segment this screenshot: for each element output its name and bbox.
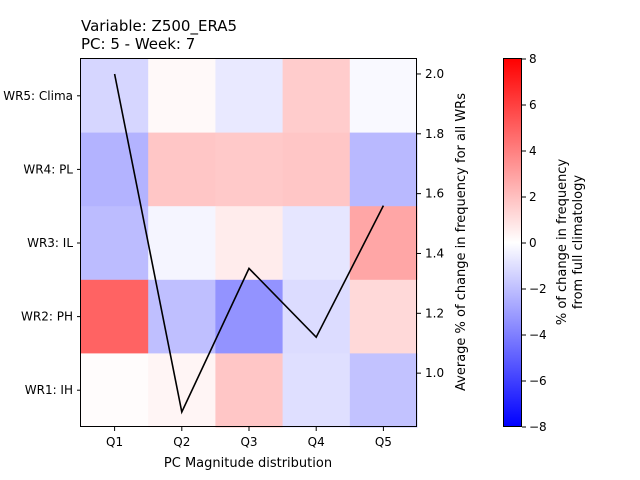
heatmap-cell bbox=[81, 279, 149, 354]
right-axis-tick-label: 2.0 bbox=[425, 67, 444, 81]
heatmap-cell bbox=[148, 353, 216, 428]
heatmap-cell bbox=[349, 59, 418, 134]
colorbar-tick-label: −8 bbox=[529, 420, 547, 434]
row-labels: WR5: Clima WR4: PL WR3: IL WR2: PH WR1: IH bbox=[3, 89, 81, 397]
heatmap-cell bbox=[148, 132, 216, 207]
x-axis-label: PC Magnitude distribution bbox=[164, 456, 332, 471]
column-labels: Q1 Q2 Q3 Q4 Q5 bbox=[106, 427, 392, 449]
right-axis-tick-label: 1.6 bbox=[425, 187, 444, 201]
colorbar-tick-label: −2 bbox=[529, 282, 547, 296]
right-axis-tick-label: 1.4 bbox=[425, 246, 444, 260]
column-label: Q3 bbox=[240, 435, 257, 449]
heatmap-cell bbox=[282, 59, 351, 134]
right-axis-tick-label: 1.2 bbox=[425, 306, 444, 320]
average-change-line bbox=[113, 73, 385, 415]
chart-title-line1: Variable: Z500_ERA5 bbox=[81, 17, 237, 36]
row-label: WR4: PL bbox=[23, 162, 73, 176]
heatmap-cell bbox=[349, 353, 418, 428]
colorbar-label-line1: % of change in frequency bbox=[555, 159, 570, 326]
heatmap-cell bbox=[81, 353, 149, 428]
right-axis-tick-label: 1.8 bbox=[425, 127, 444, 141]
heatmap-cell bbox=[349, 132, 418, 207]
column-label: Q2 bbox=[173, 435, 190, 449]
colorbar-tick-label: −6 bbox=[529, 374, 547, 388]
heatmap-cell bbox=[215, 353, 284, 428]
colorbar-ticks: 8 6 4 2 0 −2 −4 −6 −8 bbox=[522, 52, 547, 434]
heatmap-cell bbox=[215, 59, 284, 134]
heatmap-cell bbox=[282, 132, 351, 207]
column-label: Q4 bbox=[308, 435, 325, 449]
colorbar-tick-label: 8 bbox=[529, 52, 537, 66]
heatmap-cell bbox=[349, 206, 418, 281]
row-label: WR2: PH bbox=[21, 310, 73, 324]
heatmap-cell bbox=[148, 279, 216, 354]
column-label: Q5 bbox=[375, 435, 392, 449]
right-axis-tick-label: 1.0 bbox=[425, 366, 444, 380]
colorbar-tick-label: 0 bbox=[529, 236, 537, 250]
heatmap-cell bbox=[81, 206, 149, 281]
colorbar-tick-label: 2 bbox=[529, 190, 537, 204]
colorbar-tick-label: 6 bbox=[529, 98, 537, 112]
row-label: WR3: IL bbox=[27, 236, 73, 250]
heatmap-cell bbox=[282, 206, 351, 281]
heatmap-cell bbox=[282, 353, 351, 428]
colorbar bbox=[503, 58, 522, 427]
colorbar-tick-label: 4 bbox=[529, 144, 537, 158]
colorbar-tick-label: −4 bbox=[529, 328, 547, 342]
heatmap-cell bbox=[148, 206, 216, 281]
heatmap-cell bbox=[215, 132, 284, 207]
colorbar-label-line2: from full climatology bbox=[571, 175, 586, 309]
plot-frame bbox=[80, 58, 417, 427]
right-axis-label: Average % of change in frequency for all… bbox=[454, 93, 469, 391]
heatmap-cell bbox=[81, 132, 149, 207]
heatmap-cell bbox=[148, 59, 216, 134]
row-label: WR5: Clima bbox=[3, 89, 73, 103]
heatmap-cell bbox=[349, 279, 418, 354]
right-axis-ticks: 1.0 1.2 1.4 1.6 1.8 2.0 bbox=[417, 67, 444, 380]
chart-title-line2: PC: 5 - Week: 7 bbox=[81, 35, 195, 53]
column-label: Q1 bbox=[106, 435, 123, 449]
heatmap-cell bbox=[81, 59, 149, 134]
row-label: WR1: IH bbox=[25, 383, 73, 397]
heatmap-cells bbox=[81, 59, 418, 428]
